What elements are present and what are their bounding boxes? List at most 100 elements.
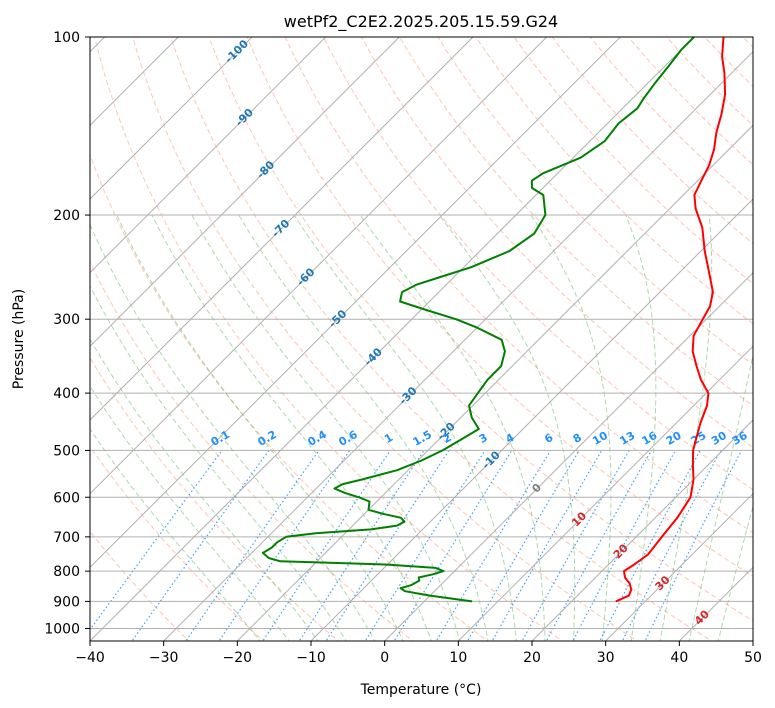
- dry-adiabat: [589, 37, 753, 205]
- dry-adiabat: [284, 37, 753, 534]
- y-tick-label: 100: [53, 30, 80, 46]
- x-tick-label: −10: [296, 650, 326, 666]
- y-tick-label: 700: [53, 530, 80, 546]
- moist-adiabat: [438, 214, 576, 641]
- plot-frame: [89, 36, 754, 642]
- isotherm-line: [162, 50, 753, 641]
- mixing-ratio-line: [466, 450, 580, 641]
- isotherm-line: [90, 37, 401, 348]
- isotherm-line: [752, 640, 753, 641]
- x-tick-label: −40: [75, 650, 105, 666]
- chart-title: wetPf2_C2E2.2025.205.15.59.G24: [284, 12, 558, 32]
- moist-adiabat: [151, 214, 432, 641]
- mixing-ratio-line: [90, 450, 223, 631]
- mixing-ratio-label: 1: [382, 431, 395, 446]
- x-tick-label: 30: [597, 650, 615, 666]
- mixing-ratio-label: 16: [640, 429, 660, 448]
- x-tick-label: −30: [149, 650, 179, 666]
- dewpoint-line: [261, 37, 695, 603]
- mixing-ratio-label: 36: [730, 429, 750, 448]
- dry-adiabat: [322, 37, 753, 491]
- background-grid: -100-90-80-70-60-50-40-30-20-10010203040…: [90, 24, 775, 644]
- moist-adiabat: [116, 214, 404, 641]
- mixing-ratio-line: [218, 450, 351, 641]
- moist-adiabat: [90, 285, 347, 641]
- x-tick-label: 10: [449, 650, 467, 666]
- isotherm-line: [90, 37, 474, 421]
- mixing-ratio-label: 20: [664, 429, 684, 448]
- dry-adiabat: [90, 445, 265, 641]
- isotherm-line: [90, 37, 695, 641]
- moist-adiabat: [659, 214, 713, 641]
- mixing-ratio-label: 1.5: [411, 428, 434, 449]
- mixing-ratio-label: 4: [503, 431, 516, 446]
- moist-adiabat: [191, 214, 461, 641]
- dry-adiabat: [90, 153, 489, 641]
- mixing-ratio-line: [435, 450, 552, 641]
- isotherm-line: [90, 37, 180, 127]
- dry-adiabat: [90, 356, 340, 641]
- dry-adiabat: [704, 37, 753, 87]
- moist-adiabat: [359, 214, 546, 641]
- moist-adiabat: [530, 214, 612, 641]
- moist-adiabat: [717, 504, 753, 641]
- isotherm-label: -100: [222, 37, 251, 66]
- y-tick-label: 900: [53, 594, 80, 610]
- mixing-ratio-label: 30: [709, 429, 729, 448]
- moist-adiabat: [90, 428, 261, 641]
- isotherm-line: [604, 492, 753, 641]
- dry-adiabat: [132, 37, 638, 641]
- axes: −40 −30 −20 −10 0 10 20 30 40 5010020030040050060…: [44, 30, 762, 666]
- y-tick-label: 1000: [44, 621, 80, 637]
- x-tick-label: 20: [523, 650, 541, 666]
- isotherm-line: [310, 198, 753, 641]
- y-tick-label: 400: [53, 386, 80, 402]
- mixing-ratio-line: [298, 450, 425, 641]
- mixing-ratio-line: [621, 450, 722, 641]
- moist-adiabat: [688, 352, 753, 641]
- moist-adiabat: [293, 214, 517, 641]
- dry-adiabat: [475, 37, 753, 325]
- mixing-ratio-line: [262, 450, 391, 641]
- dry-adiabat: [170, 37, 713, 641]
- isotherm-line: [90, 37, 622, 569]
- mixing-ratio-label: 3: [477, 431, 490, 446]
- y-tick-label: 800: [53, 564, 80, 580]
- dry-adiabat: [90, 261, 414, 641]
- dry-adiabat: [768, 24, 775, 644]
- mixing-ratio-line: [393, 450, 513, 641]
- dry-adiabat: [437, 37, 753, 366]
- x-tick-label: 40: [670, 650, 688, 666]
- x-tick-label: 0: [380, 650, 389, 666]
- isotherm-line: [90, 37, 548, 495]
- y-tick-label: 200: [53, 208, 80, 224]
- y-tick-label: 600: [53, 490, 80, 506]
- isotherm-line: [236, 124, 753, 641]
- x-tick-label: −20: [223, 650, 253, 666]
- moist-adiabat: [625, 214, 657, 641]
- mixing-ratio-line: [545, 450, 652, 641]
- mixing-ratio-line: [364, 450, 486, 641]
- mixing-ratio-line: [599, 450, 701, 641]
- dry-adiabat: [665, 37, 753, 127]
- isotherm-label: -70: [269, 217, 292, 240]
- isotherm-line: [383, 271, 753, 641]
- data-series: [261, 37, 727, 603]
- dry-adiabat: [360, 37, 753, 448]
- moist-adiabat: [238, 214, 489, 641]
- isotherm-line: [90, 37, 253, 200]
- moist-adiabat: [90, 223, 376, 641]
- mixing-ratio-line: [325, 450, 450, 641]
- mixing-ratio-line: [572, 450, 677, 641]
- mixing-ratio-label: 0.4: [306, 428, 330, 449]
- y-tick-label: 300: [53, 312, 80, 328]
- mixing-ratio-label: 0.2: [256, 428, 279, 449]
- mixing-ratio-line: [131, 450, 270, 641]
- isotherm-line: [90, 37, 327, 274]
- dry-adiabat: [90, 530, 190, 641]
- x-axis-label: Temperature (°C): [360, 682, 482, 698]
- temperature-line: [615, 37, 727, 603]
- mixing-ratio-label: 6: [542, 431, 555, 446]
- mixing-ratio-label: 10: [590, 429, 610, 448]
